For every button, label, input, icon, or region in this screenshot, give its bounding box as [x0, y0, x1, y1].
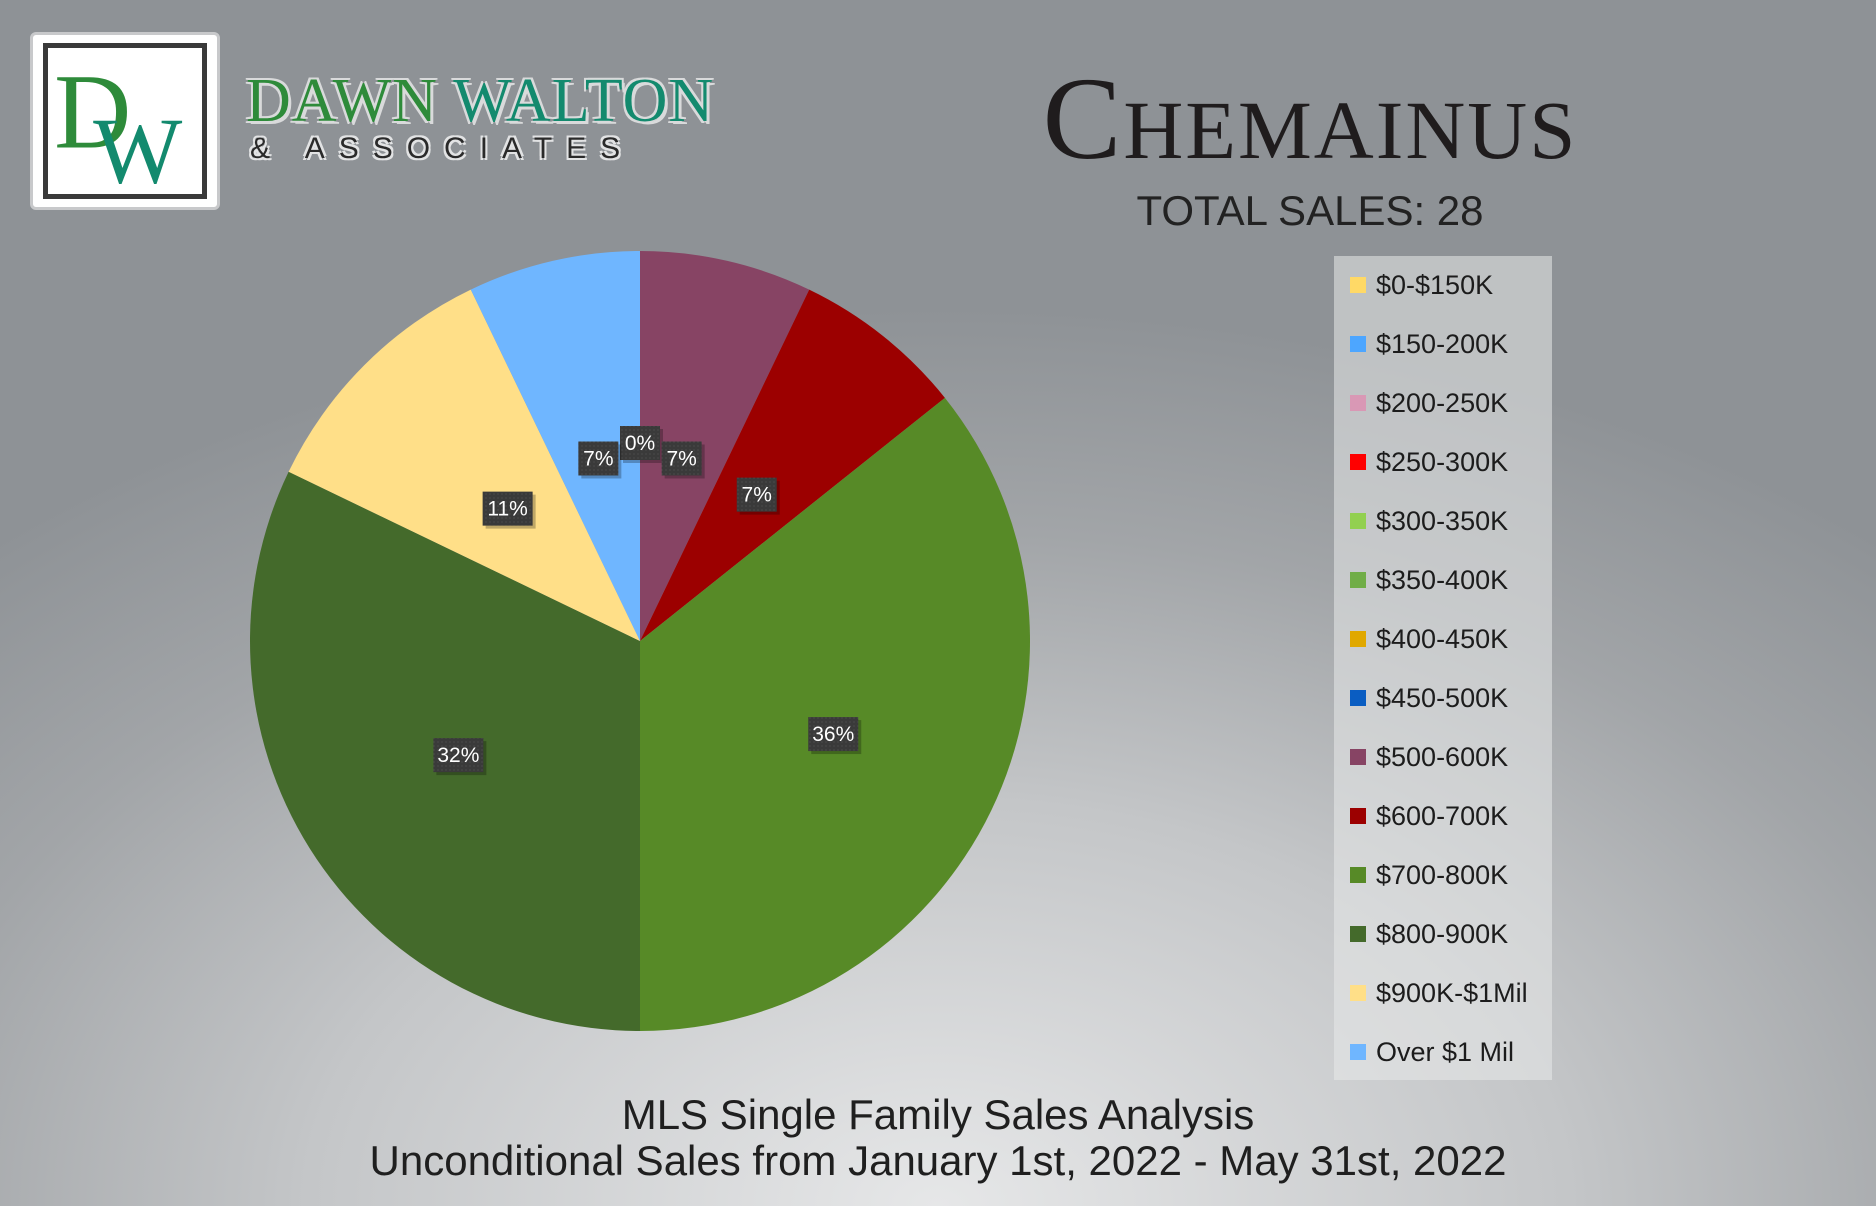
data-label-over-1-mil: 7% — [578, 441, 622, 479]
svg-text:D: D — [54, 54, 131, 172]
legend-label: Over $1 Mil — [1376, 1036, 1515, 1067]
legend-item-900k-1mil: $900K-$1Mil — [1350, 978, 1528, 1008]
legend-label: $200-250K — [1376, 387, 1509, 418]
data-label-700-800k: 36% — [808, 717, 862, 755]
legend-swatch — [1350, 985, 1366, 1001]
legend-label: $600-700K — [1376, 800, 1509, 831]
legend-label: $250-300K — [1376, 446, 1509, 477]
data-label-box — [433, 738, 484, 773]
footer-line-1: MLS Single Family Sales Analysis — [621, 1091, 1255, 1138]
pie-data-labels: 0% 7% 7% 36% 32% 11% 7% — [433, 426, 862, 776]
legend-item-150-200k: $150-200K — [1350, 329, 1508, 359]
data-label-text: 7% — [583, 447, 613, 470]
legend-swatch — [1350, 926, 1366, 942]
pie-slice-500-600k — [640, 251, 810, 641]
data-label-text: 7% — [666, 447, 696, 470]
legend-swatch — [1350, 336, 1366, 352]
legend-label: $500-600K — [1376, 741, 1509, 772]
legend-label: $400-450K — [1376, 623, 1509, 654]
legend-label: $0-$150K — [1376, 269, 1494, 300]
legend-item-200-250k: $200-250K — [1350, 388, 1508, 418]
data-label-box — [808, 717, 859, 752]
data-label-600-700k: 7% — [736, 477, 780, 515]
legend-swatch — [1350, 808, 1366, 824]
pie-slice-900k-1mil — [288, 289, 640, 641]
data-label-text: 11% — [487, 498, 527, 521]
legend-swatch — [1350, 749, 1366, 765]
pie-slice-600-700k — [640, 289, 945, 641]
brand-name: DAWN WALTON — [246, 66, 714, 137]
legend-swatch — [1350, 1044, 1366, 1060]
svg-text:W: W — [93, 100, 182, 194]
legend-item-450-500k: $450-500K — [1350, 683, 1508, 713]
dw-monogram-icon: D W — [54, 54, 182, 194]
legend-label: $900K-$1Mil — [1376, 977, 1528, 1008]
legend-item-0-150k: $0-$150K — [1350, 270, 1493, 300]
page-title: Chemainus — [1042, 53, 1578, 184]
data-label-text: 0% — [625, 432, 655, 455]
legend-label: $350-400K — [1376, 564, 1509, 595]
brand-name-second: WALTON — [453, 67, 715, 135]
data-label-500-600k: 7% — [661, 441, 705, 479]
data-label-box — [482, 491, 533, 526]
legend-item-700-800k: $700-800K — [1350, 860, 1508, 890]
legend-item-500-600k: $500-600K — [1350, 742, 1508, 772]
pie-slices — [250, 251, 1030, 1031]
data-label-box — [661, 441, 702, 476]
pie-slice-700-800k — [640, 397, 1030, 1031]
legend-item-600-700k: $600-700K — [1350, 801, 1508, 831]
data-label-800-900k: 32% — [433, 738, 487, 776]
data-label-900k-1mil: 11% — [482, 491, 536, 529]
brand-subtitle: & ASSOCIATES — [250, 132, 635, 165]
legend-swatch — [1350, 277, 1366, 293]
legend-swatch — [1350, 690, 1366, 706]
legend-item-300-350k: $300-350K — [1350, 506, 1508, 536]
legend-swatch — [1350, 572, 1366, 588]
brand-name-first: DAWN — [246, 67, 438, 135]
legend-swatch — [1350, 631, 1366, 647]
pie-slice-over-1-mil — [470, 251, 640, 641]
legend-item-400-450k: $400-450K — [1350, 624, 1508, 654]
logo: D W — [30, 32, 220, 210]
data-label-text: 36% — [812, 723, 854, 746]
legend-swatch — [1350, 395, 1366, 411]
legend-label: $300-350K — [1376, 505, 1509, 536]
data-label-box — [736, 477, 777, 512]
footer-line-2: Unconditional Sales from January 1st, 20… — [369, 1137, 1507, 1184]
legend-item-over-1-mil: Over $1 Mil — [1350, 1037, 1514, 1067]
data-label-box — [620, 426, 660, 460]
legend-label: $450-500K — [1376, 682, 1509, 713]
legend-label: $700-800K — [1376, 859, 1509, 890]
legend-label: $800-900K — [1376, 918, 1509, 949]
data-label-box — [578, 441, 619, 476]
total-sales: TOTAL SALES: 28 — [1136, 187, 1484, 234]
legend-swatch — [1350, 867, 1366, 883]
data-label-450-500k: 0% — [620, 426, 663, 463]
chart-legend: $0-$150K $150-200K $200-250K $250-300K $300-… — [1334, 256, 1552, 1080]
data-label-text: 32% — [437, 744, 479, 767]
legend-swatch — [1350, 454, 1366, 470]
legend-swatch — [1350, 513, 1366, 529]
legend-item-350-400k: $350-400K — [1350, 565, 1508, 595]
legend-label: $150-200K — [1376, 328, 1509, 359]
logo-frame: D W — [43, 43, 207, 199]
footer: MLS Single Family Sales Analysis Uncondi… — [0, 1092, 1876, 1184]
legend-item-250-300k: $250-300K — [1350, 447, 1508, 477]
data-label-text: 7% — [742, 484, 772, 507]
legend-item-800-900k: $800-900K — [1350, 919, 1508, 949]
